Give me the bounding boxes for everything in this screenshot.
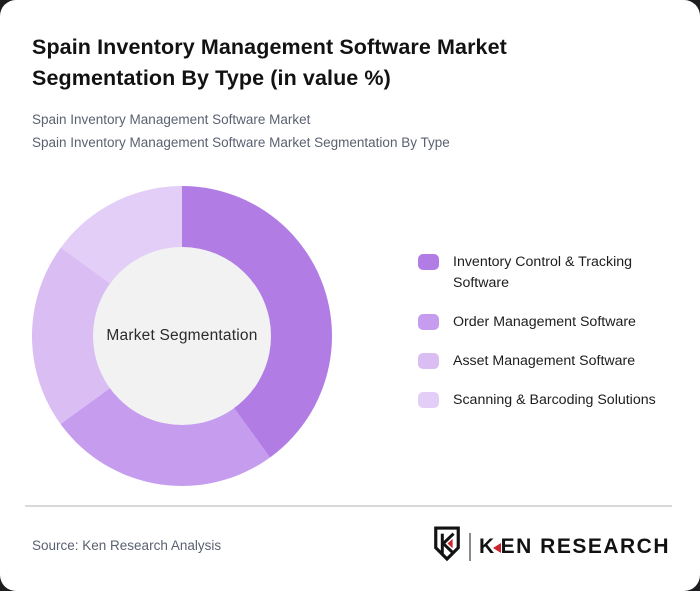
source-text: Source: Ken Research Analysis xyxy=(32,538,222,553)
red-triangle-icon xyxy=(492,542,501,553)
chart-subtitle: Spain Inventory Management Software Mark… xyxy=(32,108,652,154)
legend-swatch xyxy=(418,314,439,330)
brand-logo: K EN RESEARCH xyxy=(432,526,670,567)
page-title-line-2: Segmentation By Type (in value %) xyxy=(32,66,391,90)
legend-label: Scanning & Barcoding Solutions xyxy=(453,392,656,408)
legend-item: Inventory Control & Tracking Software xyxy=(418,252,688,294)
subtitle-line-1: Spain Inventory Management Software Mark… xyxy=(32,112,311,127)
donut-chart: Market Segmentation xyxy=(32,186,332,486)
legend-swatch xyxy=(418,254,439,270)
page-title-line-1: Spain Inventory Management Software Mark… xyxy=(32,35,507,59)
footer-divider xyxy=(25,505,672,507)
brand-name: K EN RESEARCH xyxy=(479,535,670,559)
donut-center-label: Market Segmentation xyxy=(106,327,258,344)
page-title: Spain Inventory Management Software Mark… xyxy=(32,32,622,94)
brand-rest: EN RESEARCH xyxy=(500,534,670,558)
legend-item: Asset Management Software xyxy=(418,351,688,372)
legend-label: Inventory Control & Tracking Software xyxy=(453,254,632,291)
legend-item: Scanning & Barcoding Solutions xyxy=(418,390,688,411)
subtitle-line-2: Spain Inventory Management Software Mark… xyxy=(32,135,450,150)
donut-center: Market Segmentation xyxy=(93,247,271,425)
legend-item: Order Management Software xyxy=(418,312,688,333)
brand-divider xyxy=(468,532,471,561)
legend-label: Order Management Software xyxy=(453,314,636,330)
ken-research-shield-icon xyxy=(432,526,462,567)
legend-swatch xyxy=(418,392,439,408)
legend-swatch xyxy=(418,353,439,369)
legend-label: Asset Management Software xyxy=(453,353,636,369)
brand-initial: K xyxy=(478,534,496,558)
legend: Inventory Control & Tracking Software Or… xyxy=(418,252,688,429)
